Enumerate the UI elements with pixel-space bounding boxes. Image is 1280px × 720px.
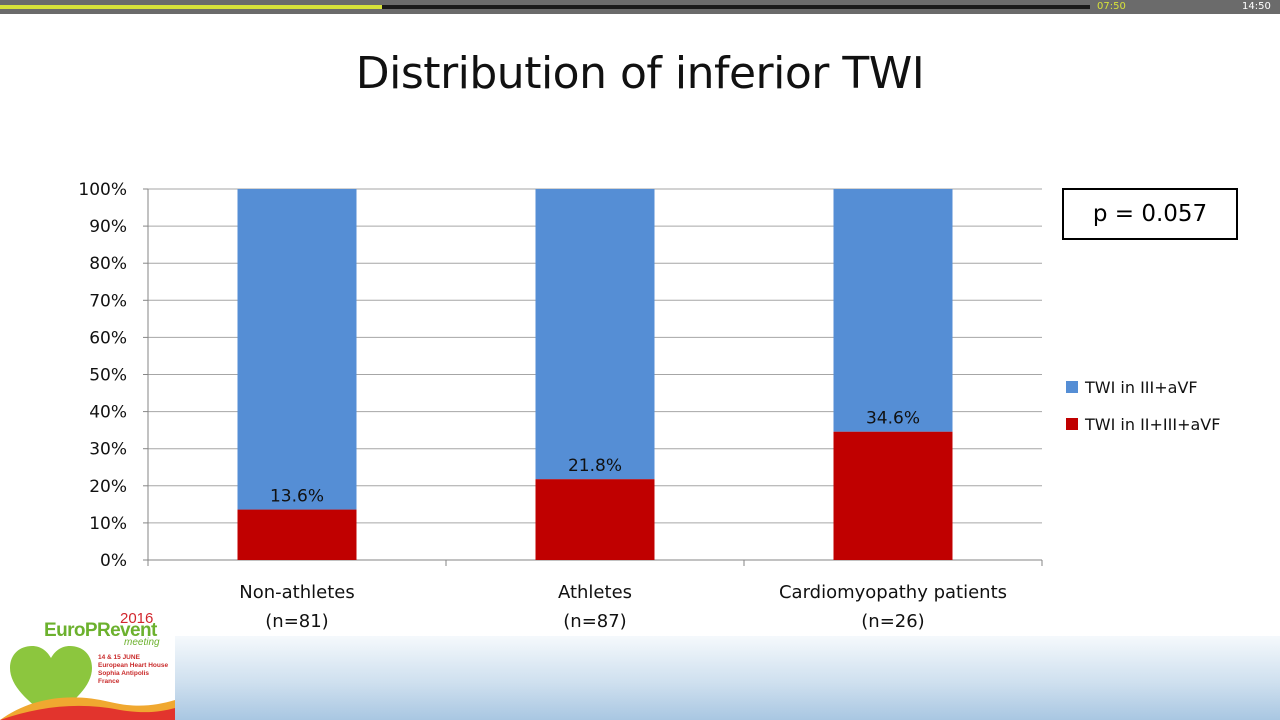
bar-segment-ii-iii-avf <box>833 431 953 560</box>
europrevent-logo: 2016 EuroPRevent meeting 14 & 15 JUNE Eu… <box>0 606 175 720</box>
x-category-label: Non-athletes <box>239 582 354 603</box>
logo-year: 2016 <box>120 610 154 627</box>
video-player-bar: 07:50 14:50 <box>0 0 1280 14</box>
y-tick-label: 0% <box>100 551 127 571</box>
legend-label-iii-avf: TWI in III+aVF <box>1085 377 1198 397</box>
x-category-count: (n=87) <box>563 611 626 632</box>
legend-item-ii-iii-avf: TWI in II+III+aVF <box>1066 412 1220 436</box>
seek-bar[interactable] <box>0 5 1090 9</box>
legend-swatch-ii-iii-avf <box>1066 418 1078 430</box>
logo-info-country: France <box>98 678 120 685</box>
y-tick-label: 40% <box>89 403 127 423</box>
bar-segment-ii-iii-avf <box>237 509 357 560</box>
logo-meeting: meeting <box>124 637 160 648</box>
x-category-label: Cardiomyopathy patients <box>779 582 1007 603</box>
current-time: 07:50 <box>1097 1 1126 12</box>
x-category-count: (n=81) <box>265 611 328 632</box>
chart-legend: TWI in III+aVF TWI in II+III+aVF <box>1066 375 1220 449</box>
seek-progress <box>0 5 382 9</box>
slide-title: Distribution of inferior TWI <box>355 48 925 99</box>
bar-segment-iii-avf <box>237 189 357 510</box>
logo-name: EuroPRevent <box>44 620 157 641</box>
y-tick-label: 20% <box>89 477 127 497</box>
bar-segment-ii-iii-avf <box>535 479 655 560</box>
data-label: 34.6% <box>866 409 920 429</box>
logo-info: 14 & 15 JUNE European Heart House Sophia… <box>98 654 173 686</box>
y-tick-label: 10% <box>89 514 127 534</box>
y-tick-label: 90% <box>89 217 127 237</box>
footer-gradient-band <box>175 636 1280 720</box>
y-tick-label: 100% <box>78 180 127 200</box>
x-category-count: (n=26) <box>861 611 924 632</box>
legend-label-ii-iii-avf: TWI in II+III+aVF <box>1085 414 1221 434</box>
bar-segment-iii-avf <box>833 189 953 432</box>
legend-swatch-iii-avf <box>1066 381 1078 393</box>
y-tick-label: 50% <box>89 366 127 386</box>
y-tick-label: 60% <box>89 328 127 348</box>
logo-info-city: Sophia Antipolis <box>98 670 150 677</box>
legend-item-iii-avf: TWI in III+aVF <box>1066 375 1220 399</box>
bar-segment-iii-avf <box>535 189 655 480</box>
total-time: 14:50 <box>1242 1 1271 12</box>
y-tick-label: 70% <box>89 291 127 311</box>
logo-wave-icon <box>0 697 175 720</box>
y-tick-label: 80% <box>89 254 127 274</box>
logo-info-date: 14 & 15 JUNE <box>98 654 140 661</box>
x-category-label: Athletes <box>558 582 632 603</box>
p-value-box: p = 0.057 <box>1062 188 1238 240</box>
p-value-text: p = 0.057 <box>1092 201 1208 227</box>
y-tick-label: 30% <box>89 440 127 460</box>
data-label: 21.8% <box>568 456 622 476</box>
logo-info-venue: European Heart House <box>98 662 169 669</box>
data-label: 13.6% <box>270 487 324 507</box>
